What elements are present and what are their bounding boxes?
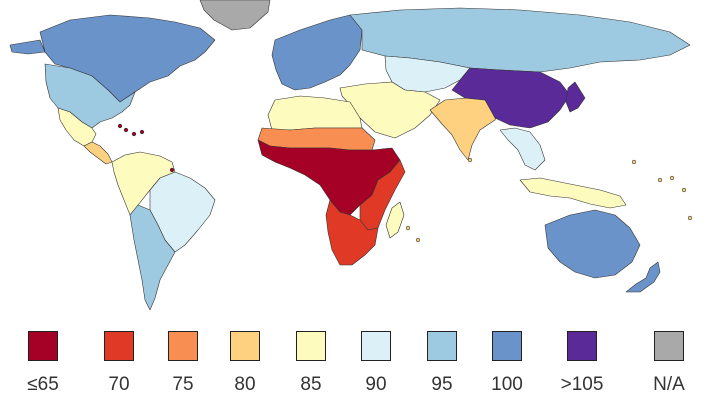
legend-label-85: 85 <box>300 374 322 395</box>
legend-swatch-gt105 <box>567 331 597 361</box>
region-usa <box>44 63 136 129</box>
island-dot <box>467 157 473 163</box>
legend-label-90: 90 <box>365 374 387 395</box>
region-east-africa <box>359 159 406 231</box>
island-dot <box>139 129 145 135</box>
island-dot <box>687 215 693 221</box>
legend-label-70: 70 <box>108 374 130 395</box>
region-southeast-asia <box>499 127 546 171</box>
region-indonesia <box>519 177 627 209</box>
region-madagascar <box>385 201 405 239</box>
island-dot <box>415 237 421 243</box>
region-southern-africa <box>325 199 379 266</box>
region-southern-cone <box>129 204 176 311</box>
region-central-america <box>83 141 113 165</box>
region-canada <box>9 14 216 103</box>
region-greenland <box>199 0 271 31</box>
island-dot <box>669 175 675 181</box>
island-dot <box>657 177 663 183</box>
region-china <box>451 67 571 129</box>
legend-label-95: 95 <box>431 374 453 395</box>
island-dot <box>681 187 687 193</box>
legend-label-75: 75 <box>172 374 194 395</box>
legend-swatch-90 <box>361 331 391 361</box>
region-australia <box>544 209 641 279</box>
legend-swatch-85 <box>296 331 326 361</box>
legend-swatch-80 <box>230 331 260 361</box>
legend-label-gt105: >105 <box>560 374 604 395</box>
island-dot <box>405 225 411 231</box>
legend-swatch-75 <box>168 331 198 361</box>
island-dot <box>117 123 123 129</box>
legend-label-le65: ≤65 <box>27 374 59 395</box>
legend: ≤65 70 75 80 85 90 95 100 >105 N/A <box>0 318 715 400</box>
island-dot <box>123 127 129 133</box>
legend-swatch-le65 <box>28 331 58 361</box>
region-central-asia <box>384 55 471 93</box>
legend-swatch-95 <box>427 331 457 361</box>
legend-swatch-70 <box>104 331 134 361</box>
island-dot <box>131 131 137 137</box>
legend-label-100: 100 <box>491 374 523 395</box>
region-europe <box>271 14 363 91</box>
legend-swatch-100 <box>492 331 522 361</box>
island-dot <box>169 167 175 173</box>
legend-label-80: 80 <box>234 374 256 395</box>
island-dot <box>631 159 637 165</box>
region-japan <box>565 81 586 113</box>
region-new-zealand <box>625 261 661 293</box>
legend-swatch-na <box>654 331 684 361</box>
legend-label-na: N/A <box>653 374 685 395</box>
world-map <box>9 0 693 311</box>
